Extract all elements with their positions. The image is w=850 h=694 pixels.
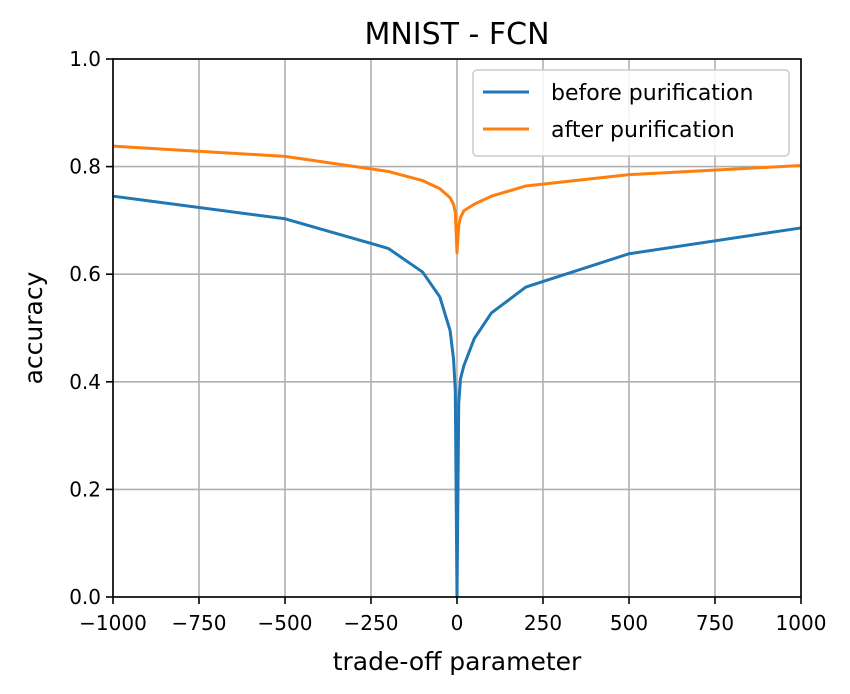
legend: before purification after purification [472,69,790,157]
x-tick-label: 250 [524,611,562,635]
legend-label-before-purification: before purification [551,81,753,106]
x-tick-label: −500 [258,611,313,635]
y-axis-label: accuracy [19,271,48,384]
x-tick-label: −1000 [79,611,147,635]
legend-box [472,69,790,157]
y-tick-label: 0.6 [69,262,101,286]
x-tick-label: 1000 [776,611,827,635]
chart-title: MNIST - FCN [364,17,549,52]
legend-label-after-purification: after purification [551,118,735,143]
x-tick-label: −750 [172,611,227,635]
x-tick-label: −250 [344,611,399,635]
y-tick-label: 0.4 [69,370,101,394]
y-tick-label: 0.2 [69,477,101,501]
x-tick-label: 750 [696,611,734,635]
y-tick-label: 0.0 [69,585,101,609]
x-tick-label: 0 [451,611,464,635]
x-tick-label: 500 [610,611,648,635]
y-tick-label: 1.0 [69,47,101,71]
series-line-after-purification [112,144,802,255]
x-axis-label: trade-off parameter [333,647,582,676]
ticks: −1000 −750 −500 −250 0 250 500 750 1000 0.0 0.2 0.4… [69,47,826,635]
y-tick-label: 0.8 [69,155,101,179]
